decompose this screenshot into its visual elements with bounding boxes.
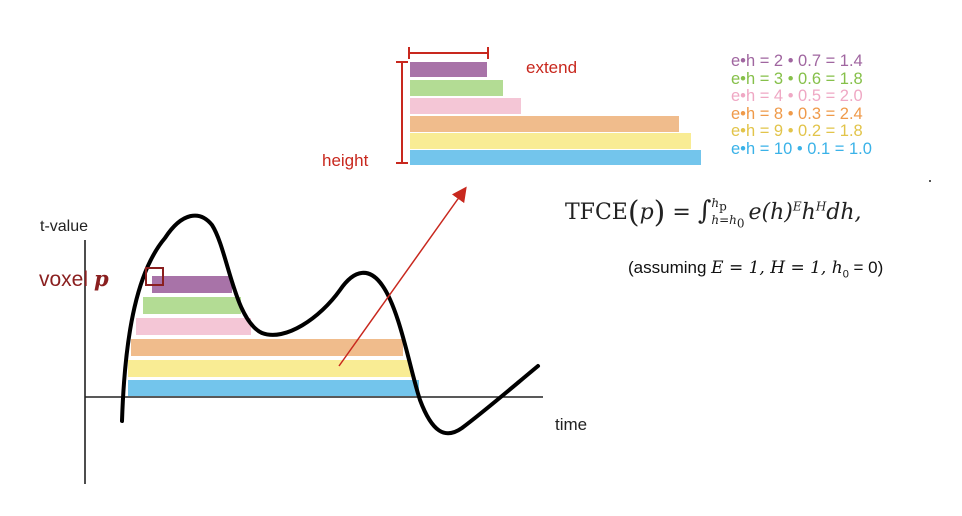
formula-integrand: e(h) [748,200,793,225]
extend-label: extend [526,58,577,77]
integral-limits: hp h=h0 [711,196,744,231]
t-value-label: t-value [40,218,88,235]
curve-bar-yellow [128,360,411,377]
assumption-cond: E = 1, H = 1, h [711,258,843,278]
height-bracket [396,61,408,164]
exp-e: E [792,199,802,214]
stray-dot [929,180,931,182]
top-bar-purple [410,62,487,77]
exp-h: H [815,199,827,214]
curve-bar-orange [131,339,403,356]
assumption-close: = 0) [848,258,884,277]
curve-bar-green [143,297,241,314]
height-label: height [322,151,369,170]
assumption-sub: 0 [842,268,849,281]
top-bar-pink [410,98,521,114]
formula-arg: p [639,200,654,225]
legend-item: e•h = 9 • 0.2 = 1.8 [731,122,863,141]
lower-limit-sub: 0 [736,216,745,231]
curve-bar-pink [136,318,251,335]
legend-item: e•h = 2 • 0.7 = 1.4 [731,52,863,70]
formula-lhs: TFCE [565,200,628,225]
signal-curve [120,213,540,436]
curve-bar-purple [152,276,232,293]
top-bar-green [410,80,503,96]
curve-bar-blue [128,380,419,396]
mapping-arrow [338,186,467,367]
formula-dh: dh, [826,200,862,225]
voxel-p: p [94,266,109,291]
legend-item: e•h = 10 • 0.1 = 1.0 [731,139,872,158]
eh-legend: e•h = 2 • 0.7 = 1.4 e•h = 3 • 0.6 = 1.8 … [731,52,872,159]
time-label: time [555,415,587,434]
voxel-word: voxel [39,268,88,291]
assumption-note: (assuming E = 1, H = 1, h0 = 0) [628,258,883,280]
lower-limit: h=h [711,213,737,227]
extend-bracket [408,47,489,59]
voxel-label: voxel p [39,266,109,291]
formula-h: h [801,200,816,225]
legend-item: e•h = 3 • 0.6 = 1.8 [731,69,863,88]
top-bar-yellow [410,133,691,149]
top-bar-orange [410,116,679,132]
assumption-open: (assuming [628,258,712,277]
legend-item: e•h = 4 • 0.5 = 2.0 [731,87,863,106]
top-bar-blue [410,150,701,165]
upper-limit: h [711,195,720,210]
upper-limit-sub: p [719,199,727,213]
legend-item: e•h = 8 • 0.3 = 2.4 [731,104,863,123]
voxel-marker [145,267,164,286]
integral-sign: ∫ [697,196,712,226]
tfce-formula: TFCE(p) = ∫ hp h=h0 e(h)EhHdh, [565,195,862,231]
